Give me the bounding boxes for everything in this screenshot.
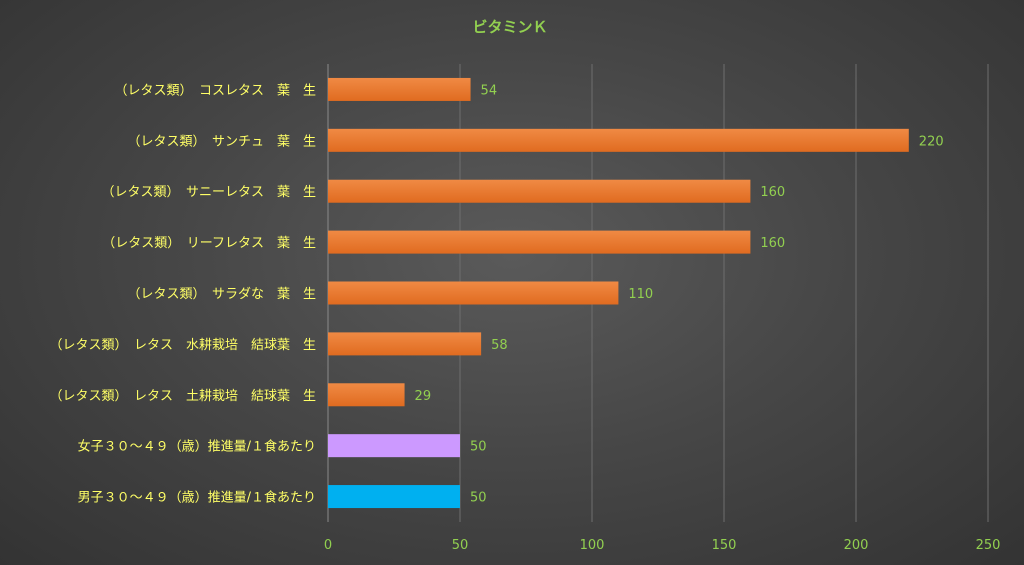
bar: [328, 230, 751, 254]
bar: [328, 332, 482, 356]
bar: [328, 77, 471, 101]
category-label: （レタス類） コスレタス 葉 生: [114, 83, 316, 98]
category-labels: （レタス類） コスレタス 葉 生 （レタス類） サンチュ 葉 生 （レタス類） サニ…: [49, 83, 316, 505]
bar: [328, 281, 619, 305]
x-tick-label: 0: [324, 538, 332, 553]
data-label: 54: [481, 83, 498, 98]
bar: [328, 128, 909, 152]
data-label: 160: [760, 236, 785, 251]
category-label: （レタス類） リーフレタス 葉 生: [102, 236, 316, 251]
x-tick-label: 200: [844, 538, 869, 553]
data-label: 50: [470, 440, 487, 455]
category-label: （レタス類） サラダな 葉 生: [127, 287, 316, 302]
bar: [328, 434, 460, 458]
data-label: 220: [919, 134, 944, 149]
category-label: （レタス類） サンチュ 葉 生: [127, 134, 316, 149]
category-label: （レタス類） レタス 土耕栽培 結球葉 生: [49, 388, 316, 404]
data-label: 160: [760, 185, 785, 200]
x-axis-tick-labels: 0 50 100 150 200 250: [324, 538, 1001, 553]
bars: 54 220 160 160 110 58 29 50 50: [328, 77, 944, 509]
bar: [328, 383, 405, 407]
category-label: 女子３０～４９（歳）推進量/１食あたり: [78, 439, 316, 455]
x-tick-label: 100: [580, 538, 605, 553]
chart-title: ビタミンＫ: [472, 18, 547, 36]
x-tick-label: 150: [712, 538, 737, 553]
data-label: 58: [491, 338, 508, 353]
category-label: （レタス類） レタス 水耕栽培 結球葉 生: [49, 337, 316, 353]
category-label: （レタス類） サニーレタス 葉 生: [101, 185, 316, 200]
x-tick-label: 250: [976, 538, 1001, 553]
data-label: 110: [628, 287, 653, 302]
x-tick-label: 50: [452, 538, 469, 553]
data-label: 50: [470, 491, 487, 506]
category-label: 男子３０～４９（歳）推進量/１食あたり: [78, 490, 316, 506]
bar: [328, 485, 460, 509]
data-label: 29: [415, 389, 432, 404]
bar: [328, 179, 751, 203]
